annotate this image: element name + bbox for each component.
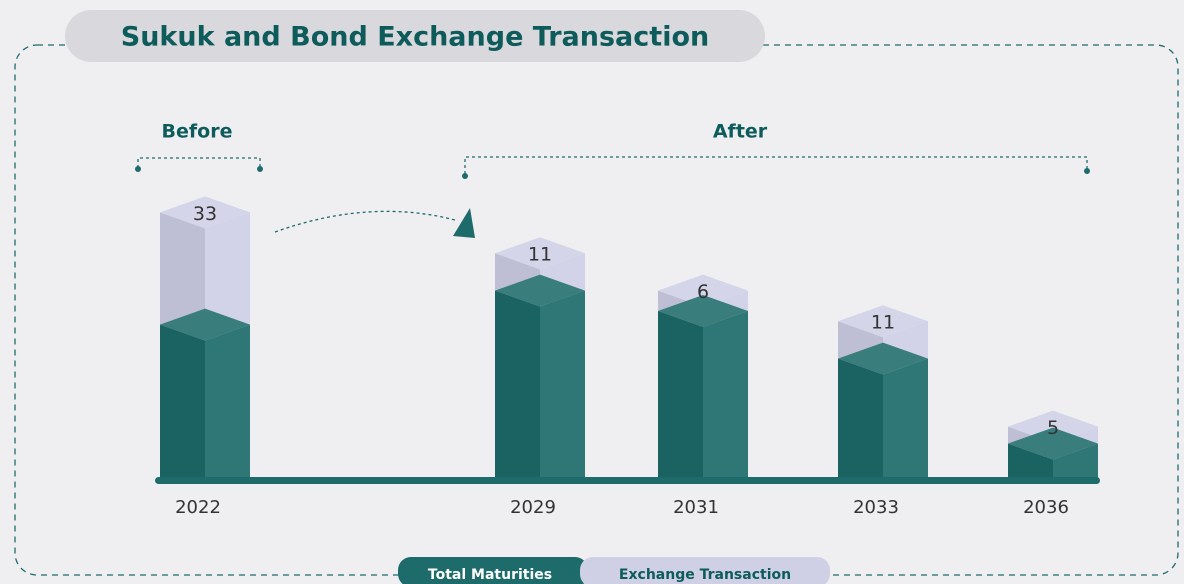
bar-face [160,324,205,480]
bar-face [205,212,250,341]
bar-top-light [658,274,748,307]
bar-shade [1053,443,1098,480]
legend-pill [398,557,588,584]
bar-face [1008,443,1053,480]
x-tick-label: 2022 [175,497,221,518]
group-label: After [713,121,768,143]
bar-top-light [1008,410,1098,443]
value-label: 5 [1047,417,1059,439]
bar-shade [205,324,250,480]
bar-top [1008,410,1098,443]
value-label: 6 [697,281,709,303]
bar-face [1053,443,1098,480]
bar-top-light [838,342,928,375]
bar-top-light [495,237,585,270]
title-pill [65,10,765,62]
bar-face [540,290,585,480]
bar-top-light [160,196,250,229]
bar-shade [703,311,748,480]
bar-shade [540,290,585,480]
bar-top-light [160,308,250,341]
group-label: Before [162,121,233,143]
bar-segment [160,196,250,341]
bar-segment [838,342,928,480]
bar-shade [205,212,250,341]
bar-top-light [658,295,748,327]
bar-face [883,358,928,480]
bar-shade [160,212,205,341]
baseline [155,477,1100,484]
bar-top [160,308,250,341]
bar-top [658,295,748,327]
x-tick-label: 2033 [853,497,899,518]
bar-top [658,274,748,307]
bar-segment [495,274,585,480]
bars: 33 2022 11 2029 6 2031 11 2033 5 2036 [160,196,1098,518]
bar-top-light [838,305,928,338]
bar-shade [883,358,928,480]
x-tick-label: 2036 [1023,497,1069,518]
bar-top-light [1008,427,1098,460]
value-label: 11 [528,244,552,266]
value-label: 11 [871,312,895,334]
bar-shade [1008,443,1053,480]
bar-top [838,342,928,375]
chart-title: Sukuk and Bond Exchange Transaction [121,22,709,53]
bar-shade [495,290,540,480]
bar-shade [658,311,703,480]
legend-pill [580,557,830,584]
bar-top-light [495,274,585,307]
bar-top [495,237,585,270]
legend-label: Total Maturities [428,567,552,583]
bar-face [205,324,250,480]
x-tick-label: 2031 [673,497,719,518]
bar-segment [160,308,250,480]
bar-top [1008,427,1098,460]
legend-label: Exchange Transaction [619,567,791,583]
bar-segment [1008,427,1098,480]
bar-top [160,196,250,229]
bar-segment [658,295,748,480]
bar-top [838,305,928,338]
bracket-dots [135,166,1090,238]
bar-top [495,274,585,307]
bar-face [838,358,883,480]
brackets [137,156,1088,233]
bar-shade [160,324,205,480]
bar-shade [838,358,883,480]
value-label: 33 [193,203,217,225]
bar-face [495,290,540,480]
bar-face [160,212,205,341]
bar-face [703,311,748,480]
bar-face [658,311,703,480]
x-tick-label: 2029 [510,497,556,518]
